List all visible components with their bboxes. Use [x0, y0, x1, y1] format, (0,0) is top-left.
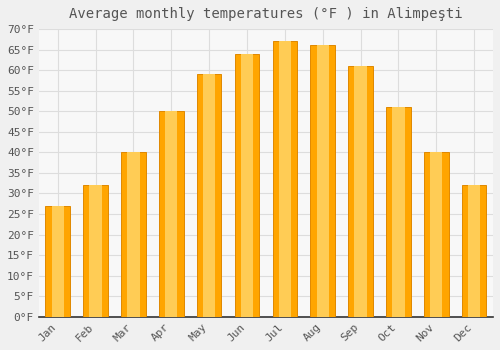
Bar [84, 185, 108, 317]
Bar [203, 74, 215, 317]
Bar [392, 107, 404, 317]
Bar [316, 46, 329, 317]
Bar [348, 66, 373, 317]
Bar [128, 152, 140, 317]
Bar [354, 66, 366, 317]
Bar [197, 74, 222, 317]
Bar [90, 185, 102, 317]
Bar [234, 54, 260, 317]
Bar [278, 41, 291, 317]
Bar [272, 41, 297, 317]
Bar [159, 111, 184, 317]
Bar [241, 54, 253, 317]
Bar [52, 206, 64, 317]
Bar [430, 152, 442, 317]
Bar [386, 107, 410, 317]
Bar [310, 46, 335, 317]
Bar [46, 206, 70, 317]
Bar [424, 152, 448, 317]
Bar [468, 185, 480, 317]
Bar [462, 185, 486, 317]
Title: Average monthly temperatures (°F ) in Alimpeşti: Average monthly temperatures (°F ) in Al… [69, 7, 462, 21]
Bar [165, 111, 177, 317]
Bar [121, 152, 146, 317]
